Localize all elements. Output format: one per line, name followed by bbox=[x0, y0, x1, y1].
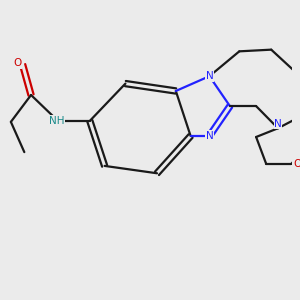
Text: N: N bbox=[274, 119, 282, 129]
Text: N: N bbox=[206, 71, 213, 81]
Text: O: O bbox=[13, 58, 22, 68]
Text: NH: NH bbox=[49, 116, 64, 126]
Text: N: N bbox=[206, 131, 213, 141]
Text: O: O bbox=[294, 159, 300, 169]
